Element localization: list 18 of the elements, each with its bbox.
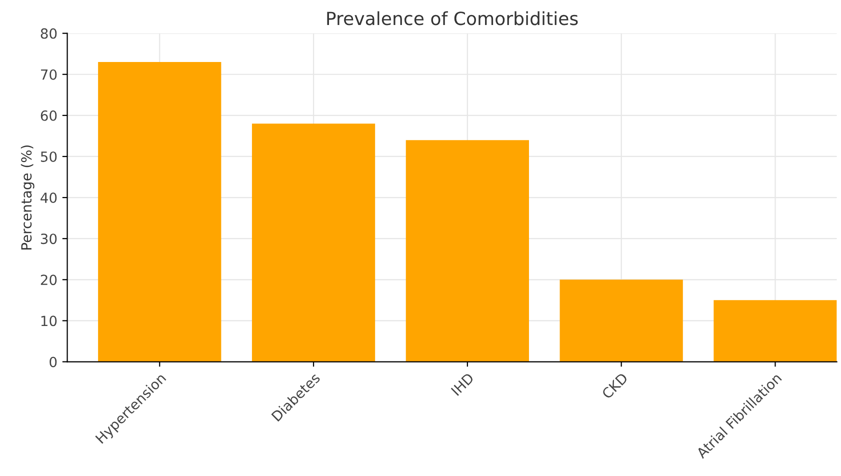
chart-title: Prevalence of Comorbidities	[327, 11, 578, 26]
bar	[560, 280, 683, 362]
y-tick-label: 40	[40, 192, 57, 204]
y-axis-title: Percentage (%)	[20, 145, 34, 250]
bar	[98, 62, 222, 362]
bar	[252, 124, 376, 362]
y-tick-label: 70	[41, 69, 57, 80]
x-tick-label: CKD	[601, 372, 628, 400]
y-tick-label: 10	[41, 316, 57, 326]
y-tick-label: 0	[50, 356, 57, 368]
y-tick-label: 60	[40, 110, 57, 121]
x-tick-label: IHD	[450, 372, 474, 396]
y-tick-label: 80	[40, 28, 57, 39]
bar	[714, 300, 837, 362]
y-tick-label: 20	[40, 274, 57, 286]
y-tick-label: 30	[40, 234, 57, 244]
bar	[406, 140, 529, 362]
y-tick-label: 50	[40, 151, 57, 162]
